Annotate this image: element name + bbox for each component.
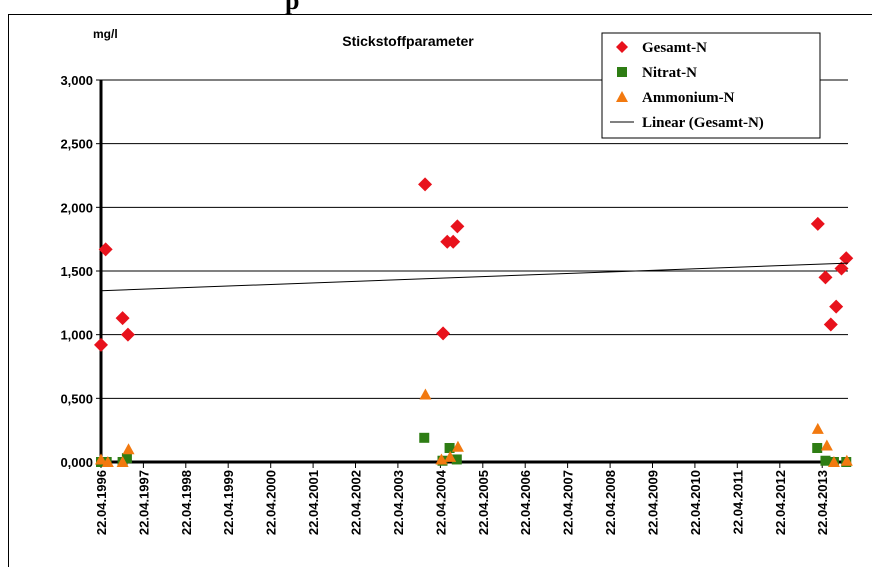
x-tick-label: 22.04.2013 [815,470,830,535]
gesamt-n-point [823,317,838,332]
legend-label: Linear (Gesamt-N) [642,115,764,131]
x-tick-label: 22.04.2006 [518,470,533,535]
legend-box [601,32,821,139]
ammonium-n-point [820,439,833,451]
nitrat-n-point [444,442,455,453]
y-tick-label: 1,500 [60,264,93,279]
y-tick-label: 0,000 [60,455,93,470]
legend-nitrat-n-swatch [617,67,627,77]
x-tick-label: 22.04.2009 [646,470,661,535]
legend-label: Nitrat-N [642,65,697,81]
gesamt-n-point [94,337,108,352]
grid-lines [101,79,848,399]
gesamt-n-point [418,177,433,192]
gesamt-n-point [810,216,825,231]
nitrat-n-point [121,453,132,464]
gesamt-n-point [98,242,113,257]
ammonium-n-point [811,422,824,434]
y-axis-unit-label: mg/l [93,27,118,41]
gesamt-n-point [450,219,465,234]
gesamt-n-point [115,311,130,326]
x-tick-label: 22.04.2000 [264,470,279,535]
x-tick-label: 22.04.1996 [94,470,109,535]
x-tick-label: 22.04.2004 [433,469,448,535]
x-tick-label: 22.04.2002 [348,470,363,535]
x-tick-label: 22.04.1999 [221,470,236,535]
ammonium-n-point [444,450,457,462]
x-tick-label: 22.04.2008 [603,470,618,535]
x-tick-label: 22.04.1997 [136,470,151,535]
gesamt-n-point [834,261,849,276]
x-tick-label: 22.04.2005 [476,470,491,535]
ammonium-n-point [95,453,107,465]
ammonium-n-point [116,456,129,467]
chart-title: Stickstoffparameter [342,33,474,49]
nitrat-n-point [419,432,430,443]
y-tick-label: 2,000 [60,200,93,215]
legend-label: Gesamt-N [642,40,707,56]
legend-label: Ammonium-N [642,90,735,106]
ammonium-n-point [451,440,464,452]
x-tick-label: 22.04.2007 [561,470,576,535]
y-tick-label: 0,500 [60,391,93,406]
legend: Gesamt-N Nitrat-N Ammonium-N Linear (Gesamt… [601,32,821,139]
nitrat-n-point [820,455,831,466]
ammonium-n-point [122,443,135,455]
ammonium-n-point [840,454,853,466]
trendline-gesamt-n [100,262,849,292]
axes: 0,000 0,500 1,000 1,500 2,000 2,500 3,000 22.04… [60,73,848,535]
y-tick-label: 2,500 [60,137,93,152]
x-tick-label: 22.04.2003 [391,470,406,535]
header-fragment: p [285,0,299,14]
gesamt-n-point [446,234,461,249]
legend-ammonium-n-swatch [616,91,628,102]
nitrat-n-point [451,454,462,465]
x-tick-label: 22.04.1998 [179,470,194,535]
cropped-header: p [0,0,874,14]
y-tick-label: 1,000 [60,328,93,343]
data-layer [94,177,854,467]
x-tick-label: 22.04.2001 [306,470,321,535]
x-tick-label: 22.04.2010 [688,470,703,535]
x-tick-label: 22.04.2012 [773,470,788,535]
gesamt-n-point [436,326,451,341]
ammonium-n-point [101,456,114,467]
gesamt-n-point [839,251,854,266]
ammonium-n-point [827,456,840,467]
ammonium-n-point [419,388,432,400]
gesamt-n-point [818,270,833,285]
nitrat-n-point [812,442,823,453]
chart-frame [8,14,872,567]
y-tick-label: 3,000 [60,73,93,88]
x-tick-label: 22.04.2011 [730,470,745,534]
gesamt-n-point [829,299,844,314]
legend-gesamt-n-swatch [616,41,628,53]
gesamt-n-point [120,327,135,342]
